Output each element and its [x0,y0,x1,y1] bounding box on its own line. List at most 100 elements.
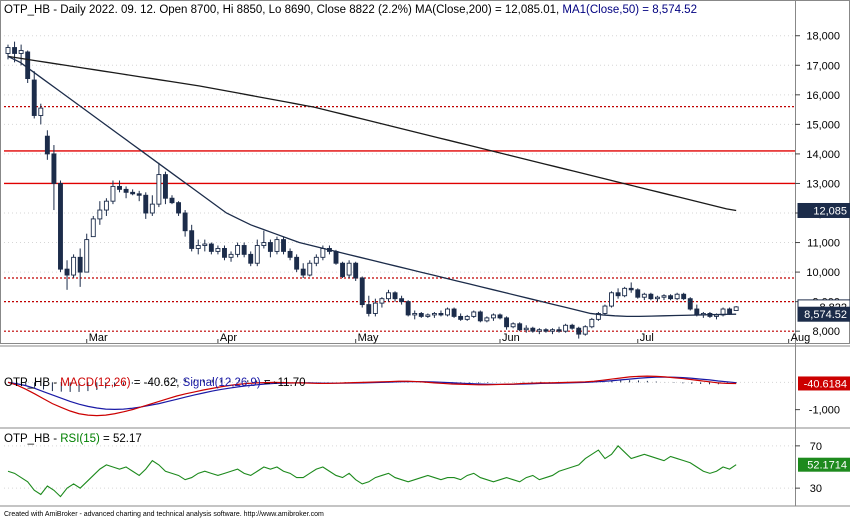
candle-up [307,262,313,276]
candle-down [143,194,149,214]
price-tag-label: 8,574.52 [804,309,847,321]
candle-up [215,248,221,252]
candle-down [31,79,37,116]
candle-up [733,306,739,311]
candle-up [431,313,437,316]
candle-down [287,250,293,258]
candle-up [261,242,267,246]
price-tick-label: 18,000 [806,31,840,43]
candle-down [687,298,693,310]
candle-down [136,193,142,196]
price-tick-label: 14,000 [806,149,840,161]
candle-up [379,298,385,304]
candle-down [648,293,654,300]
horizontal-levels [4,106,795,332]
candle-up [464,315,470,320]
candle-up [471,311,477,317]
candle-down [12,47,18,54]
rsi-tag [798,457,850,472]
candle-up [320,248,326,258]
candle-up [90,218,96,238]
candle-up [510,323,516,328]
candle-up [609,292,614,307]
candle-down [25,51,31,80]
candle-down [300,268,306,276]
candle-up [386,292,391,300]
macd-line [7,375,737,417]
candle-down [359,277,365,306]
candle-up [202,243,208,246]
candle-up [536,329,542,332]
candle-down [681,293,687,300]
candle-up [654,296,660,300]
candle-up [622,287,628,297]
candle-down [294,256,300,270]
candle-up [103,200,109,211]
candle-up [641,293,647,298]
candle-down [333,250,339,264]
candle-down [517,323,523,331]
candle-down [405,301,411,316]
footer-credit: Created with AmiBroker - advanced charti… [4,511,324,518]
candlesticks [5,41,739,339]
candle-down [130,191,136,195]
ma200-line [7,55,737,212]
price-tick-label: 13,000 [806,178,840,190]
candle-down [530,327,536,332]
candle-down [162,174,168,199]
price-tag [797,306,850,322]
price-tag-label: 12,085 [813,205,847,217]
candle-down [399,298,405,303]
candle-up [313,256,319,264]
candle-up [5,47,11,54]
candle-up [38,107,44,116]
candle-down [497,314,503,319]
macd-tag-label: -40.6184 [804,378,847,390]
candle-down [222,248,227,258]
month-label: Mar [89,332,108,344]
candle-up [661,295,667,298]
candle-down [169,197,175,204]
candle-down [117,185,122,190]
candle-down [340,262,346,277]
price-tick-label: 16,000 [806,90,840,102]
candle-up [71,256,77,276]
candle-up [445,308,450,316]
candle-up [228,253,234,258]
candle-down [248,253,254,264]
candle-down [668,295,674,300]
candle-down [477,311,483,322]
moving-averages [7,55,737,318]
candle-up [97,209,103,220]
candle-up [254,245,260,264]
candle-down [556,329,562,332]
candle-down [694,308,700,316]
candle-up [602,305,608,314]
candle-down [51,153,57,184]
macd-panel: -1,000 -40.6184 [4,375,850,417]
candle-down [543,329,549,332]
candle-up [412,313,418,316]
candle-up [372,302,378,314]
candle-up [84,239,90,273]
candle-down [451,308,457,317]
candle-down [635,289,641,298]
candle-down [176,202,182,214]
candle-down [208,243,214,252]
rsi-header: OTP_HB - RSI(15) = 52.17 [4,433,142,445]
macd-header: OTP_HB - MACD(12,26) = -40.62, Signal(12… [4,377,306,389]
price-tick-label: 17,000 [806,60,840,72]
month-label: Jul [640,332,654,344]
candle-down [77,256,83,273]
candle-down [615,292,621,297]
rsi-line [7,445,737,498]
candle-up [195,245,201,249]
candle-up [149,203,155,214]
price-tag [797,202,850,218]
candle-down [182,212,188,232]
candle-down [418,313,424,317]
candle-down [281,239,286,252]
candle-up [595,313,601,320]
